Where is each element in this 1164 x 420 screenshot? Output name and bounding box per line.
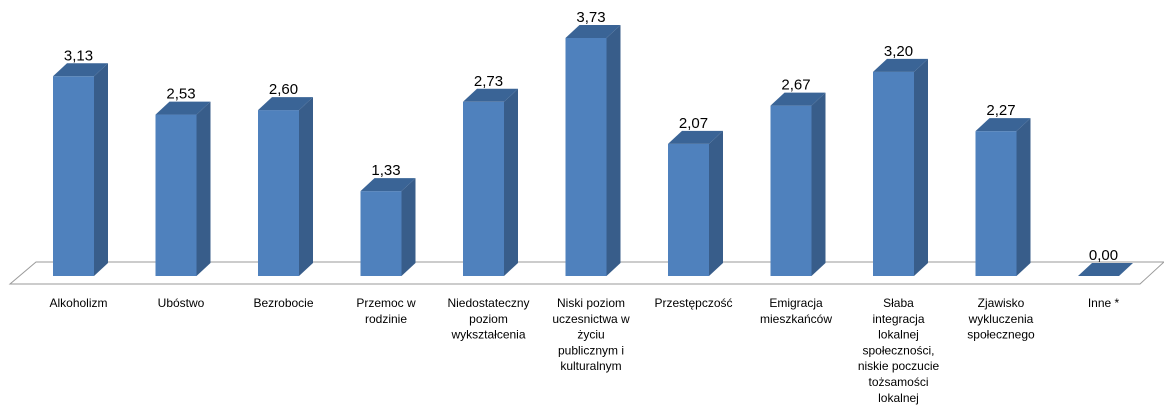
bar-8	[770, 92, 826, 276]
category-label: Alkoholizm	[49, 296, 107, 310]
bar-side	[299, 97, 313, 277]
bar-front	[53, 76, 94, 276]
category-label: Ubóstwo	[158, 296, 205, 310]
category-label: Przemoc w rodzinie	[356, 296, 416, 326]
bar-side	[504, 88, 518, 276]
bar-front	[155, 114, 197, 277]
bar-front	[975, 131, 1017, 276]
bar-top	[770, 92, 826, 106]
value-label: 2,53	[166, 86, 195, 103]
bar-side	[811, 92, 826, 276]
bar-10	[975, 118, 1031, 277]
value-label: 2,73	[474, 73, 503, 90]
bar-side	[914, 58, 928, 277]
bar-11	[1078, 263, 1133, 276]
bar-top	[975, 118, 1031, 132]
bar-side	[401, 178, 416, 276]
bar-front	[565, 38, 607, 276]
bar-front	[873, 71, 914, 277]
bar-top	[258, 97, 313, 111]
bar-5	[463, 88, 518, 276]
bar-3	[258, 97, 313, 277]
value-label: 2,60	[269, 81, 298, 98]
bar-4	[360, 178, 416, 276]
category-label: Niski poziom uczesnictwa w życiu publicznym…	[552, 296, 630, 373]
category-label: Niedostateczny poziom wykształcenia	[447, 296, 529, 342]
value-label: 1,33	[371, 162, 400, 179]
bar-front	[668, 143, 709, 276]
value-label: 2,67	[781, 77, 810, 94]
value-label: 0,00	[1089, 247, 1118, 264]
bar-side	[606, 25, 621, 276]
category-label: Przestępczość	[654, 296, 732, 310]
bar-side	[1016, 118, 1031, 277]
bar-top	[565, 25, 621, 38]
bar-front	[770, 105, 812, 276]
bar-side	[709, 130, 723, 276]
category-label: Słaba integracja lokalnej społeczności, nisk…	[858, 296, 940, 405]
category-label: Inne *	[1088, 296, 1120, 310]
bar-front	[463, 101, 504, 276]
labels-group: 3,13 Alkoholizm 2,53 Ubóstwo 2,60 Bezrobocie 1…	[49, 9, 1119, 405]
category-label: Zjawisko wykluczenia społecznego	[967, 296, 1035, 342]
value-label: 3,13	[64, 47, 93, 64]
value-label: 3,20	[884, 43, 913, 60]
bar-1	[53, 63, 108, 277]
bar-top	[53, 63, 108, 77]
bar-top	[360, 178, 416, 192]
bar-side	[94, 63, 108, 277]
bar-front	[258, 110, 299, 277]
value-label: 3,73	[576, 9, 605, 26]
bar-top	[873, 58, 928, 72]
category-label: Bezrobocie	[253, 296, 313, 310]
category-label: Emigracja mieszkańców	[760, 296, 832, 326]
bars-group	[53, 25, 1133, 277]
value-label: 2,27	[986, 102, 1015, 119]
bar-top	[463, 88, 518, 102]
bar-9	[873, 58, 928, 277]
bar-7	[668, 130, 723, 276]
value-label: 2,07	[679, 115, 708, 132]
bar-2	[155, 101, 211, 277]
bar-top	[1078, 263, 1133, 276]
bar-top	[668, 130, 723, 144]
bar-front	[360, 191, 402, 276]
bar-side	[196, 101, 211, 277]
bar-6	[565, 25, 621, 276]
chart-floor	[8, 261, 1164, 285]
bar-top	[155, 101, 211, 115]
